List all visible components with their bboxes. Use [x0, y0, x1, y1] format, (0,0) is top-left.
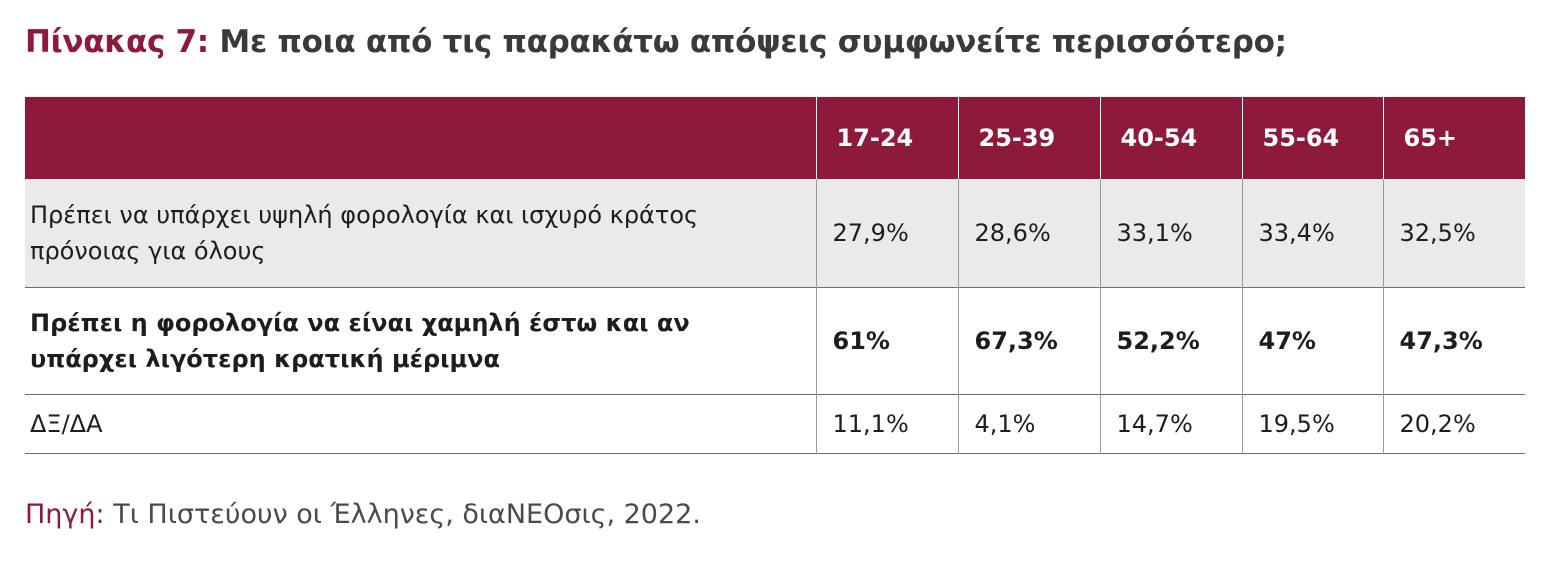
value-cell: 4,1%	[958, 394, 1101, 454]
header-cell-25-39: 25-39	[958, 97, 1101, 179]
value-cell: 11,1%	[816, 394, 959, 454]
value-cell: 61%	[816, 287, 959, 395]
value-cell: 27,9%	[816, 179, 959, 288]
value-cell: 47%	[1242, 287, 1384, 395]
row-label: Πρέπει να υπάρχει υψηλή φορολογία και ισ…	[25, 179, 817, 288]
table-row: Πρέπει η φορολογία να είναι χαμηλή έστω …	[25, 287, 1525, 395]
table-row: ΔΞ/ΔΑ 11,1% 4,1% 14,7% 19,5% 20,2%	[25, 394, 1525, 454]
header-cell-40-54: 40-54	[1100, 97, 1243, 179]
value-cell: 47,3%	[1399, 327, 1483, 355]
table-row: Πρέπει να υπάρχει υψηλή φορολογία και ισ…	[25, 179, 1525, 288]
value-cell: 33,1%	[1100, 179, 1243, 288]
source-note: Πηγή: Τι Πιστεύουν οι Έλληνες, διαΝΕΟσις…	[25, 499, 701, 530]
header-cell-17-24: 17-24	[816, 97, 959, 179]
table-title: Πίνακας 7: Με ποια από τις παρακάτω απόψ…	[25, 24, 1287, 60]
value-cell: 33,4%	[1242, 179, 1384, 288]
header-cell-label	[25, 97, 817, 179]
row-label: Πρέπει η φορολογία να είναι χαμηλή έστω …	[25, 287, 817, 395]
value-cell: 67,3%	[958, 287, 1101, 395]
data-table: 17-24 25-39 40-54 55-64 65+ Πρέπει να υπ…	[25, 97, 1525, 454]
header-cell-55-64: 55-64	[1242, 97, 1384, 179]
value-cell: 32,5%	[1399, 219, 1476, 247]
value-cell: 20,2%	[1399, 410, 1476, 438]
header-row: 17-24 25-39 40-54 55-64 65+	[25, 97, 1525, 179]
table-title-prefix: Πίνακας 7:	[25, 24, 209, 60]
source-prefix: Πηγή:	[25, 499, 105, 530]
value-cell: 14,7%	[1100, 394, 1243, 454]
value-cell: 52,2%	[1100, 287, 1243, 395]
header-cell-65-plus: 65+	[1383, 97, 1525, 179]
source-text: Τι Πιστεύουν οι Έλληνες, διαΝΕΟσις, 2022…	[113, 499, 701, 530]
value-cell: 28,6%	[958, 179, 1101, 288]
value-cell: 19,5%	[1242, 394, 1384, 454]
row-label: ΔΞ/ΔΑ	[25, 394, 817, 454]
table-title-text: Με ποια από τις παρακάτω απόψεις συμφωνε…	[219, 24, 1287, 60]
